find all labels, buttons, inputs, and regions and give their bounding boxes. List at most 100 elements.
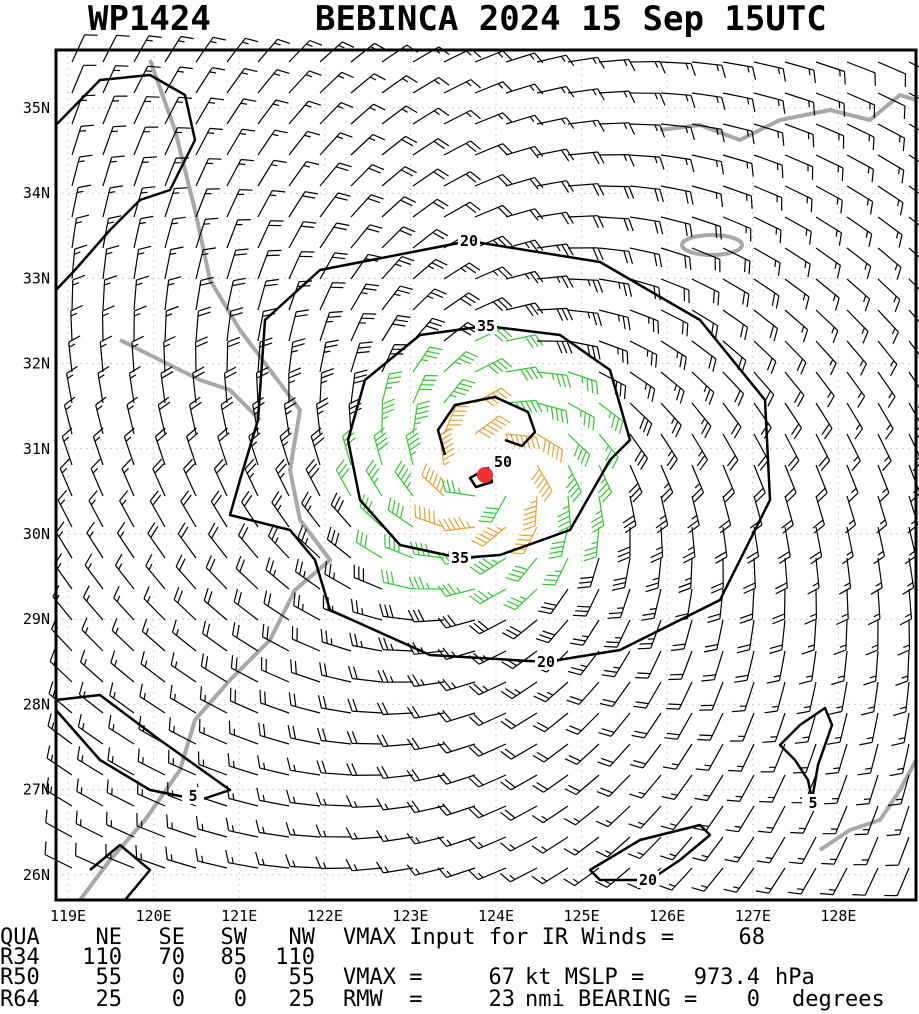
wind-barb [660, 433, 678, 471]
label-bg [475, 317, 497, 334]
wind-barb [108, 714, 135, 745]
wind-barb [195, 276, 214, 311]
wind-barb [257, 249, 282, 280]
wind-barb [772, 588, 786, 625]
wind-barb [888, 774, 910, 807]
wind-barb [846, 433, 861, 472]
wind-barb [412, 228, 449, 249]
wind-barb [235, 555, 259, 590]
wind-barb [412, 258, 448, 280]
wind-barb [384, 534, 414, 559]
wind-barb [784, 123, 815, 148]
wind-barb [536, 433, 564, 463]
wind-barb [601, 650, 631, 678]
wind-barb [437, 741, 476, 754]
label-bg [182, 787, 204, 804]
lat-label: 31N [23, 440, 50, 458]
table-header: SE [159, 925, 186, 950]
wind-barb [76, 778, 104, 807]
wind-barb [195, 217, 219, 249]
wind-barb [226, 128, 256, 156]
wind-barb [691, 371, 715, 405]
wind-barb [877, 464, 890, 503]
wind-barb [769, 619, 786, 655]
wind-barb [503, 588, 538, 611]
wind-barb [61, 427, 73, 466]
wind-barb [566, 681, 600, 705]
wind-barb [443, 171, 481, 187]
contour-label: 50 [494, 453, 512, 471]
wind-barb [532, 743, 569, 763]
wind-barb [288, 191, 318, 218]
wind-barb [598, 464, 613, 503]
wind-barb [846, 340, 867, 376]
wind-barb [728, 743, 755, 772]
summary-text: kt MSLP = [525, 965, 644, 990]
wind-barb [258, 722, 290, 745]
wind-barb [468, 867, 507, 881]
wind-barb [660, 123, 695, 140]
wind-barb [310, 427, 325, 466]
wind-barb [226, 336, 241, 373]
wind-barb [381, 135, 418, 156]
wind-barb [660, 247, 692, 270]
wind-barb [569, 619, 600, 646]
wind-barb [784, 247, 811, 278]
wind-barb [567, 183, 605, 196]
lon-label: 120E [136, 907, 172, 925]
wind-barb [381, 314, 411, 342]
wind-barb [319, 662, 352, 683]
wind-barb [598, 309, 631, 331]
wind-barb [195, 127, 223, 156]
wind-barb [226, 307, 244, 342]
wind-barb [859, 712, 879, 746]
wind-barb [691, 61, 726, 78]
wind-barb [45, 809, 73, 838]
wind-barb [659, 867, 693, 891]
wind-barb [113, 585, 135, 621]
wind-barb [443, 292, 480, 311]
wind-barb [71, 64, 97, 94]
wind-barb [257, 337, 273, 373]
wind-barb [102, 155, 125, 187]
wind-barb [846, 278, 871, 312]
wind-barb [443, 79, 481, 94]
wind-barb [443, 201, 481, 218]
wind-barb [379, 603, 414, 621]
wind-barb [468, 681, 507, 696]
wind-barb [505, 208, 544, 221]
wind-barb [241, 490, 259, 528]
wind-barb [46, 745, 73, 776]
wind-barb [376, 734, 414, 748]
wind-barb [353, 564, 383, 590]
contour [55, 73, 197, 291]
wind-barb [319, 222, 350, 249]
wind-barb [350, 73, 386, 94]
wind-barb [199, 718, 228, 745]
wind-barb [596, 805, 631, 828]
wind-barb [381, 256, 415, 280]
wind-barb [468, 712, 507, 727]
wind-barb [856, 774, 879, 806]
wind-barb [548, 526, 569, 559]
wind-barb [468, 836, 507, 850]
wind-barb [77, 714, 104, 745]
wind-barb [815, 247, 841, 279]
wind-barb [350, 103, 386, 125]
wind-barb [877, 309, 899, 345]
table-header: NW [289, 925, 316, 950]
wind-barb [143, 586, 166, 621]
wind-barb [474, 266, 513, 280]
wind-barb [381, 166, 417, 187]
wind-barb [48, 681, 73, 714]
wind-barb [877, 92, 906, 120]
wind-barb [857, 743, 879, 776]
wind-barb [342, 427, 356, 466]
wind-barb [762, 712, 786, 743]
wind-barb [55, 521, 73, 559]
wind-barb [807, 557, 820, 595]
contour-label: 35 [477, 317, 495, 335]
wind-barb [815, 402, 833, 440]
wind-barb [753, 278, 780, 309]
wind-barb [437, 647, 476, 660]
